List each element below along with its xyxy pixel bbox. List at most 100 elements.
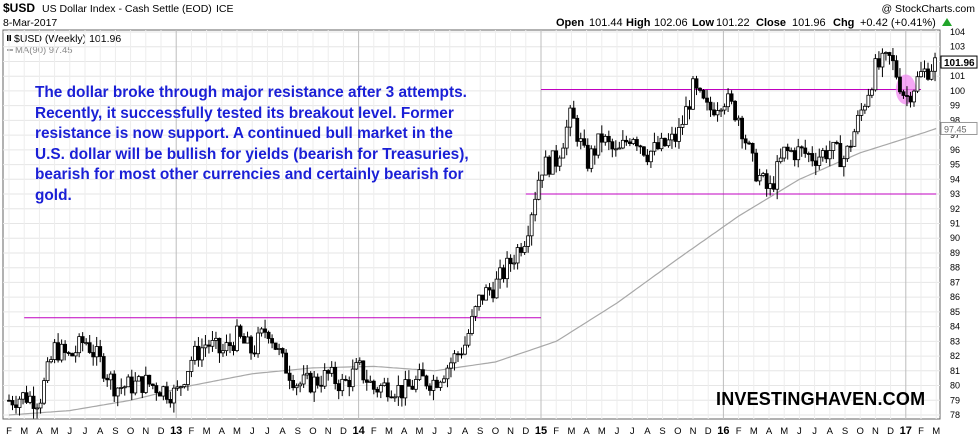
x-tick-label: N: [142, 426, 149, 437]
candle-body: [659, 137, 664, 150]
candle-body: [799, 146, 804, 149]
open-value: 101.44: [589, 17, 623, 29]
candle-body: [347, 379, 352, 388]
candle-body: [270, 338, 274, 344]
year-tick-label: 16: [717, 425, 729, 437]
candle-body: [200, 347, 204, 361]
y-tick-label: 99: [950, 101, 960, 111]
candle-body: [59, 343, 64, 361]
open-label: Open: [556, 17, 584, 29]
x-tick-label: A: [766, 426, 773, 437]
candle-body: [63, 343, 68, 353]
candle-body: [687, 106, 692, 110]
candle-body: [214, 337, 218, 341]
candle-body: [670, 133, 674, 141]
y-tick-label: 83: [950, 336, 960, 346]
candle-body: [94, 346, 99, 358]
candle-body: [147, 374, 152, 385]
candle-body: [24, 392, 29, 403]
candle-body: [873, 58, 878, 91]
x-tick-label: M: [932, 426, 940, 437]
x-tick-label: O: [309, 426, 316, 437]
candle-body: [207, 344, 211, 347]
x-tick-label: J: [250, 426, 255, 437]
candle-body: [161, 386, 166, 397]
candle-body: [371, 380, 376, 390]
candle-body: [449, 362, 453, 369]
y-tick-label: 94: [950, 174, 960, 184]
candle-body: [543, 156, 548, 176]
candle-body: [571, 107, 576, 119]
candle-body: [887, 52, 892, 56]
candle-body: [217, 337, 222, 354]
candle-body: [101, 356, 106, 379]
x-tick-label: J: [447, 426, 452, 437]
y-tick-label: 104: [950, 27, 965, 37]
candle-body: [45, 361, 50, 382]
candle-body: [564, 126, 569, 149]
candle-body: [326, 370, 331, 374]
candle-body: [919, 71, 923, 78]
x-tick-label: J: [797, 426, 802, 437]
candle-body: [929, 70, 934, 80]
candle-body: [761, 173, 766, 176]
candle-body: [512, 262, 517, 265]
candle-body: [631, 139, 636, 144]
exchange-label: ICE: [216, 3, 234, 15]
candle-body: [606, 135, 611, 143]
candle-body: [319, 384, 324, 387]
x-tick-label: A: [644, 426, 651, 437]
candle-body: [231, 345, 236, 351]
candle-body: [508, 257, 513, 265]
candle-body: [354, 362, 359, 370]
x-tick-label: O: [492, 426, 499, 437]
y-tick-label: 96: [950, 145, 960, 155]
candle-body: [375, 388, 380, 393]
y-tick-label: 85: [950, 307, 960, 317]
candle-body: [638, 145, 643, 148]
candle-body: [157, 392, 162, 397]
candle-body: [480, 294, 485, 301]
y-tick-label: 89: [950, 248, 960, 258]
candle-body: [431, 379, 436, 391]
candle-body: [235, 325, 239, 351]
candle-body: [361, 360, 366, 381]
candle-body: [820, 150, 825, 158]
candle-body: [817, 156, 822, 166]
candle-body: [238, 325, 243, 337]
candle-body: [877, 58, 881, 68]
x-tick-label: A: [462, 426, 469, 437]
candle-body: [378, 385, 383, 393]
candle-body: [52, 342, 57, 360]
y-tick-label: 100: [950, 86, 965, 96]
x-tick-label: F: [553, 426, 559, 437]
x-tick-label: M: [20, 426, 28, 437]
y-tick-label: 103: [950, 42, 965, 52]
candle-body: [726, 93, 730, 108]
candle-body: [470, 315, 474, 334]
candle-body: [652, 142, 657, 152]
x-tick-label: D: [705, 426, 712, 437]
y-tick-label: 78: [950, 410, 960, 420]
candle-body: [385, 382, 390, 398]
candle-body: [38, 402, 43, 409]
candle-body: [322, 370, 327, 387]
x-tick-label: N: [872, 426, 879, 437]
y-tick-label: 95: [950, 160, 960, 170]
candle-body: [245, 336, 250, 344]
x-tick-label: J: [630, 426, 635, 437]
x-tick-label: F: [371, 426, 377, 437]
candle-body: [827, 150, 832, 160]
candle-body: [392, 396, 397, 399]
candle-body: [862, 105, 867, 111]
candle-body: [329, 367, 334, 374]
candle-body: [663, 137, 667, 147]
candle-body: [677, 126, 681, 142]
x-tick-label: A: [219, 426, 226, 437]
x-tick-label: M: [385, 426, 393, 437]
chg-value: +0.42 (+0.41%): [860, 17, 936, 29]
candle-body: [242, 336, 246, 344]
candle-body: [698, 87, 702, 91]
x-tick-label: J: [265, 426, 270, 437]
candle-body: [908, 95, 913, 103]
